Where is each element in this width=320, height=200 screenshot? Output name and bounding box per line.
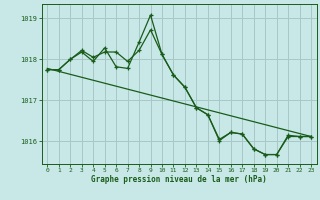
X-axis label: Graphe pression niveau de la mer (hPa): Graphe pression niveau de la mer (hPa) — [91, 175, 267, 184]
